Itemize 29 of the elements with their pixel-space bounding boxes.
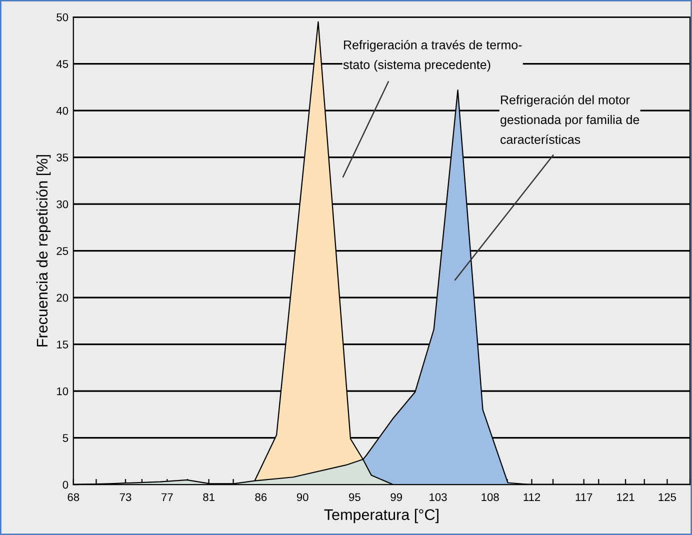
x-tick-label: 73	[120, 493, 132, 502]
y-tick-label: 35	[56, 154, 68, 162]
annotation: Refrigeración del motor gestionada por familia de características	[500, 95, 640, 144]
x-tick-label: 77	[162, 493, 173, 501]
y-tick-label: 20	[56, 294, 68, 302]
x-tick-label: 121	[617, 493, 634, 501]
y-tick-label: 30	[56, 200, 68, 208]
y-tick-label: 5	[62, 434, 68, 442]
x-tick-label: 99	[390, 493, 402, 502]
x-tick-label: 95	[349, 493, 360, 502]
y-tick-label: 40	[56, 106, 68, 115]
y-axis-title: Frecuencia de repetición [%]	[36, 155, 51, 346]
x-tick-label: 125	[658, 493, 676, 502]
y-tick-label: 25	[56, 247, 68, 255]
x-tick-label: 81	[203, 493, 214, 502]
x-tick-label: 68	[68, 493, 80, 502]
y-tick-label: 15	[57, 340, 68, 348]
x-axis-title: Temperatura [°C]	[324, 508, 438, 524]
x-tick-label: 90	[296, 493, 308, 502]
x-tick-label: 108	[482, 493, 499, 502]
y-tick-label: 50	[56, 13, 68, 22]
y-tick-label: 10	[57, 387, 68, 396]
y-tick-label: 0	[62, 480, 68, 489]
annotation: Refrigeración a través de termo- stato (sistema precedente)	[343, 40, 522, 72]
x-tick-label: 103	[430, 493, 447, 502]
x-tick-label: 112	[524, 493, 540, 501]
x-tick-label: 86	[255, 493, 267, 502]
x-tick-label: 117	[576, 493, 592, 501]
y-tick-label: 45	[56, 60, 68, 68]
